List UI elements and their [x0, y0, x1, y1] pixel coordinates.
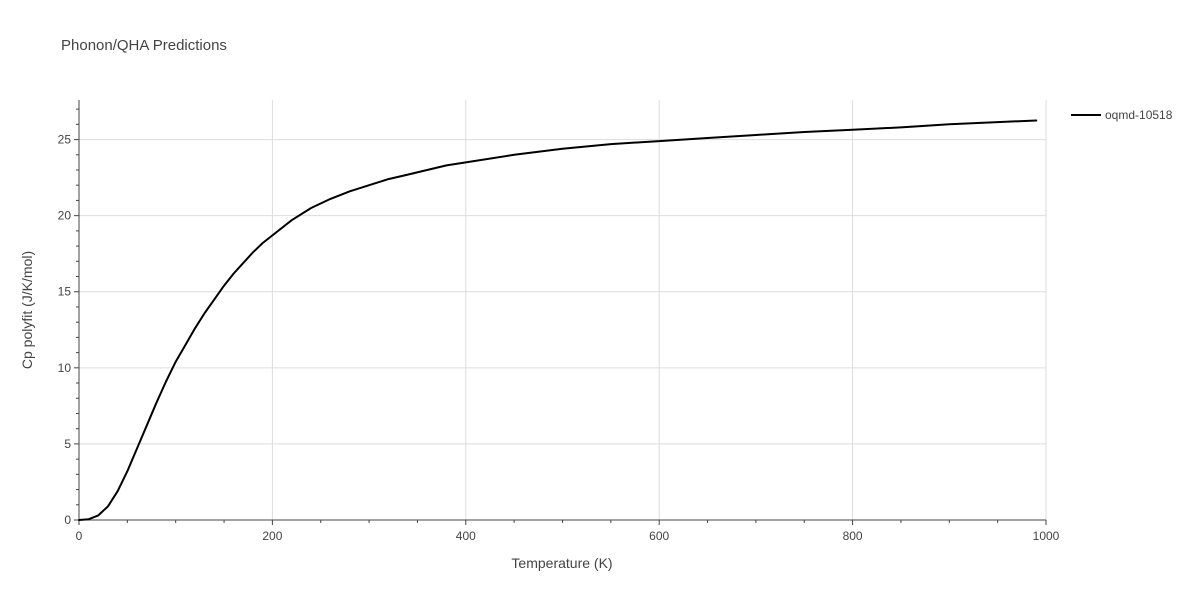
y-tick-label: 15 — [58, 285, 72, 299]
y-tick-label: 5 — [64, 437, 71, 451]
y-tick-label: 10 — [58, 361, 72, 375]
x-tick-label: 1000 — [1033, 529, 1060, 543]
legend-label: oqmd-10518 — [1105, 108, 1173, 122]
grid — [79, 100, 1047, 520]
series-line[interactable] — [78, 119, 1038, 521]
chart-title: Phonon/QHA Predictions — [61, 37, 227, 54]
legend[interactable]: oqmd-10518 — [1071, 108, 1173, 122]
ticks: 0 200 400 600 800 1000 0 5 10 15 20 25 — [58, 108, 1060, 543]
y-tick-label: 25 — [58, 133, 72, 147]
x-tick-label: 800 — [843, 529, 863, 543]
x-axis-title: Temperature (K) — [511, 555, 612, 571]
x-tick-label: 400 — [456, 529, 476, 543]
y-tick-label: 20 — [58, 209, 72, 223]
axes — [78, 100, 1046, 521]
x-tick-label: 600 — [649, 529, 669, 543]
y-axis-title: Cp polyfit (J/K/mol) — [19, 251, 35, 369]
y-tick-label: 0 — [64, 513, 71, 527]
x-tick-label: 200 — [262, 529, 282, 543]
x-tick-label: 0 — [76, 529, 83, 543]
series-layer — [78, 119, 1038, 521]
